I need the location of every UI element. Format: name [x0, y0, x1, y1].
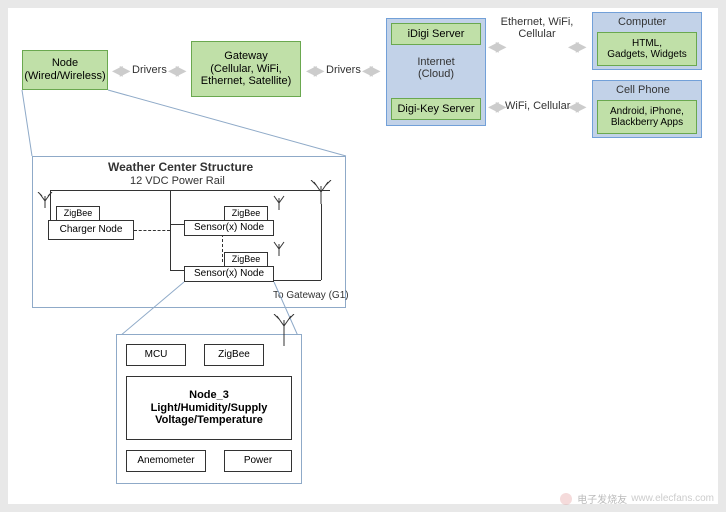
internet-l1: Internet [406, 56, 466, 68]
weather-title: Weather Center Structure [108, 161, 253, 174]
node-box: Node (Wired/Wireless) [22, 50, 108, 90]
zigbee-node3: ZigBee [204, 344, 264, 366]
html-box: HTML, Gadgets, Widgets [597, 32, 697, 66]
antenna-node3 [272, 314, 296, 348]
computer-title: Computer [618, 16, 666, 28]
watermark-text: 电子发烧友 [577, 491, 627, 506]
sensor-2-label: Sensor(x) Node [194, 268, 264, 280]
apps-box: Android, iPhone, Blackberry Apps [597, 100, 697, 134]
charger-node: Charger Node [48, 220, 134, 240]
node-l2: (Wired/Wireless) [24, 70, 105, 83]
mcu-label: MCU [145, 349, 168, 361]
arrow-gw-cloud-r: ◀▶ [362, 62, 378, 79]
idigi-label: iDigi Server [408, 28, 465, 41]
arrow-gw-cloud-l: ◀▶ [306, 62, 322, 79]
internet-l2: (Cloud) [406, 68, 466, 80]
canvas: Node (Wired/Wireless) ◀▶ Drivers ◀▶ Gate… [8, 8, 718, 504]
hline-sensor2 [170, 270, 184, 271]
watermark: 电子发烧友 www.elecfans.com [559, 491, 714, 506]
zigbee-s1: ZigBee [224, 206, 268, 221]
arrow-cloud-comp-l: ◀▶ [488, 38, 504, 55]
node3-box: Node_3 Light/Humidity/Supply Voltage/Tem… [126, 376, 292, 440]
wifi-cell-label: WiFi, Cellular [505, 100, 570, 112]
arrow-cloud-comp-r: ◀▶ [568, 38, 584, 55]
apps-label: Android, iPhone, Blackberry Apps [610, 106, 684, 129]
sensor-1: Sensor(x) Node [184, 220, 274, 236]
sensor-2: Sensor(x) Node [184, 266, 274, 282]
zigbee-node3-label: ZigBee [218, 349, 250, 361]
node3-title: Node_3 [189, 389, 229, 402]
gateway-l2: (Cellular, WiFi, [210, 63, 282, 76]
arrow-node-gw-l: ◀▶ [112, 62, 128, 79]
arrow-cloud-cell-l: ◀▶ [488, 98, 504, 115]
digikey-box: Digi-Key Server [391, 98, 481, 120]
gateway-l3: Ethernet, Satellite) [201, 75, 292, 88]
vline-mid [170, 190, 171, 270]
digikey-label: Digi-Key Server [397, 103, 474, 116]
drivers-label-2: Drivers [326, 64, 361, 76]
zigbee-s2: ZigBee [224, 252, 268, 267]
node-l1: Node [52, 57, 78, 70]
charger-node-label: Charger Node [60, 224, 123, 236]
antenna-charger [36, 192, 54, 210]
anemometer-label: Anemometer [137, 455, 194, 467]
eth-wifi-cell-label: Ethernet, WiFi, Cellular [498, 16, 576, 40]
power-box: Power [224, 450, 292, 472]
mcu-box: MCU [126, 344, 186, 366]
antenna-gateway [308, 180, 334, 206]
idigi-box: iDigi Server [391, 23, 481, 45]
gateway-l1: Gateway [224, 50, 267, 63]
html-label: HTML, Gadgets, Widgets [607, 38, 686, 61]
gateway-box: Gateway (Cellular, WiFi, Ethernet, Satel… [191, 41, 301, 97]
drivers-label-1: Drivers [132, 64, 167, 76]
to-gateway-label: To Gateway (G1) [273, 290, 349, 301]
anemometer-box: Anemometer [126, 450, 206, 472]
zigbee-s2-label: ZigBee [232, 254, 261, 264]
arrow-node-gw-r: ◀▶ [168, 62, 184, 79]
watermark-url: www.elecfans.com [631, 493, 714, 504]
gateway-stem [321, 204, 322, 280]
zigbee-charger: ZigBee [56, 206, 100, 221]
dash-h [134, 230, 170, 231]
node3-desc: Light/Humidity/Supply Voltage/Temperatur… [151, 402, 268, 427]
zigbee-s1-label: ZigBee [232, 208, 261, 218]
cellphone-title: Cell Phone [616, 84, 670, 96]
sensor-1-label: Sensor(x) Node [194, 222, 264, 234]
antenna-s1 [270, 194, 288, 212]
dash-v [222, 234, 223, 262]
watermark-icon [559, 492, 573, 506]
antenna-s2 [270, 240, 288, 258]
arrow-cloud-cell-r: ◀▶ [568, 98, 584, 115]
weather-subtitle: 12 VDC Power Rail [130, 175, 225, 187]
hline-sensor1 [170, 224, 184, 225]
internet-label: Internet (Cloud) [406, 56, 466, 80]
power-label: Power [244, 455, 272, 467]
hline-top [50, 190, 330, 191]
zigbee-charger-label: ZigBee [64, 208, 93, 218]
gateway-to-sensor [274, 280, 321, 281]
